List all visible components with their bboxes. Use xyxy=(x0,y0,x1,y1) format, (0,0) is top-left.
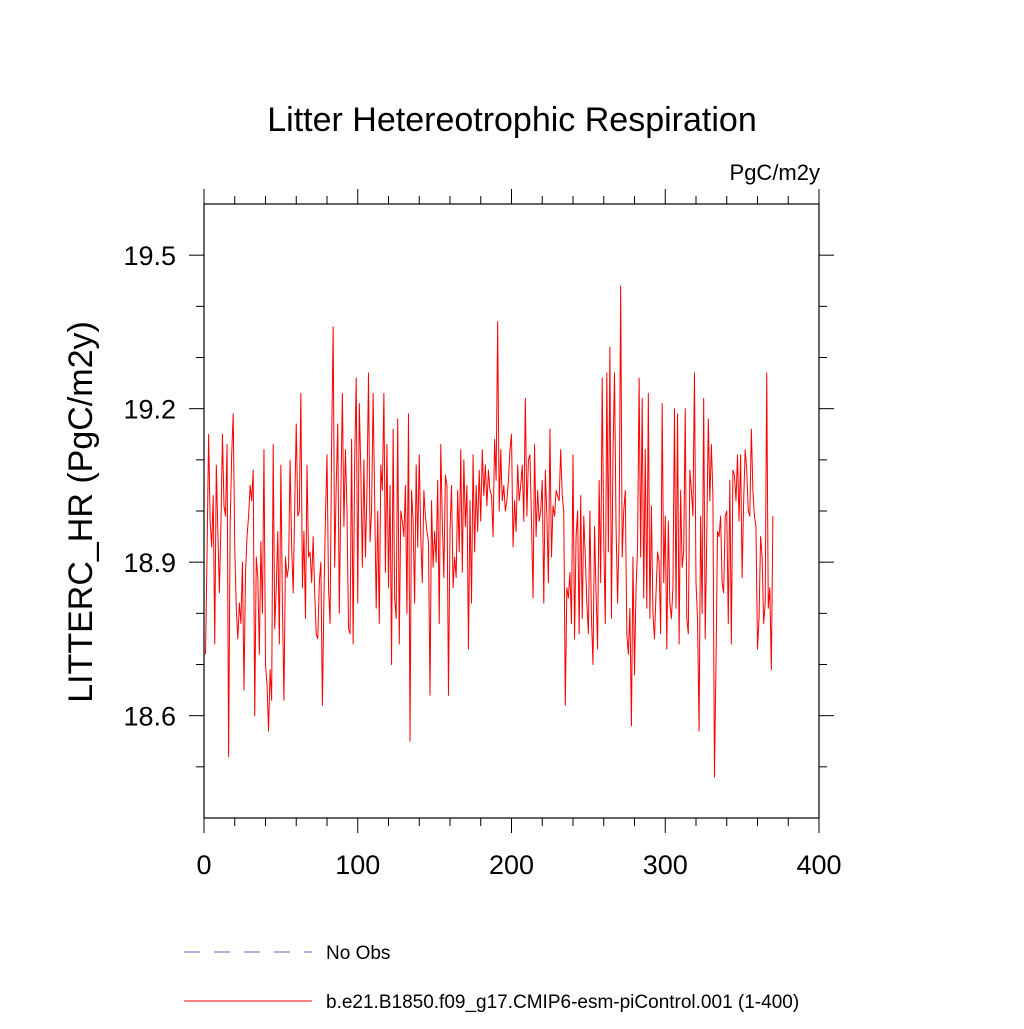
plot-frame xyxy=(203,203,820,819)
legend-label-no-obs: No Obs xyxy=(326,943,390,964)
x-tick-label: 200 xyxy=(489,850,534,880)
y-tick-label: 19.2 xyxy=(123,395,176,425)
x-tick-label: 100 xyxy=(335,850,380,880)
y-tick-label: 18.9 xyxy=(123,548,176,578)
y-axis-label: LITTERC_HR (PgC/m2y) xyxy=(62,321,100,703)
x-tick-label: 400 xyxy=(796,850,841,880)
legend-label-control-run: b.e21.B1850.f09_g17.CMIP6-esm-piControl.… xyxy=(326,992,799,1013)
y-tick-label: 19.5 xyxy=(123,241,176,271)
x-tick-label: 300 xyxy=(643,850,688,880)
y-tick-label: 18.6 xyxy=(123,702,176,732)
series-line-1 xyxy=(205,285,774,778)
legend: No Obs b.e21.B1850.f09_g17.CMIP6-esm-piC… xyxy=(184,943,799,1013)
chart-title: Litter Hetereotrophic Respiration xyxy=(267,101,756,139)
series-layer xyxy=(205,285,774,778)
units-label: PgC/m2y xyxy=(730,160,820,185)
axis-layer: 18.6 18.9 19.2 19.5 0 100 200 300 400 xyxy=(123,189,842,880)
x-tick-label: 0 xyxy=(196,850,211,880)
